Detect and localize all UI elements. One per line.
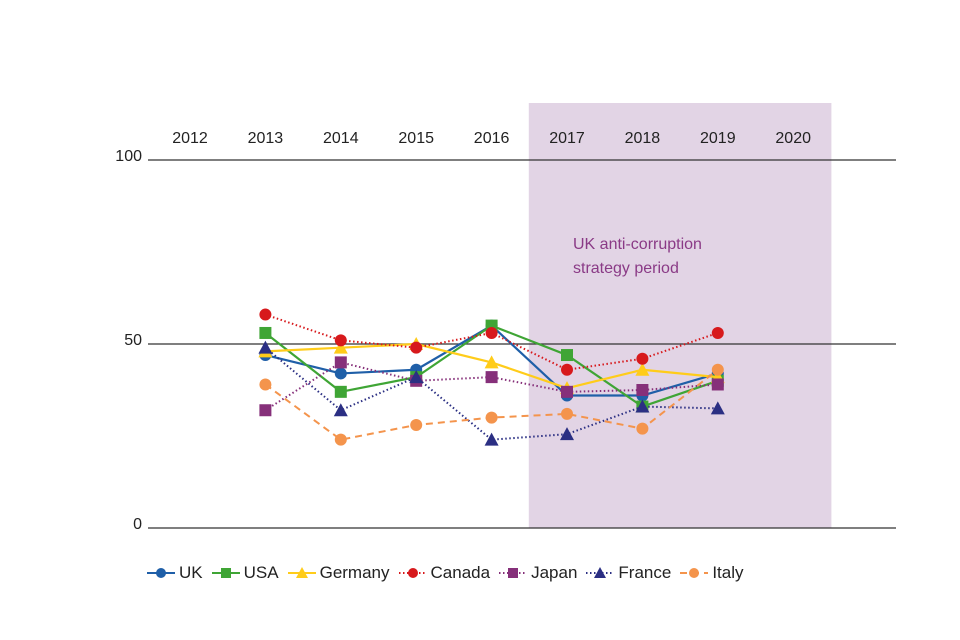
legend-swatch-icon [680, 568, 709, 578]
y-tick-label: 100 [115, 148, 142, 165]
data-point-canada-2016 [485, 326, 498, 339]
data-point-japan-2013 [259, 404, 272, 417]
data-point-usa-2014 [334, 385, 347, 398]
strategy-period-label-line-1: UK anti-corruption [573, 236, 702, 253]
data-point-italy-2016 [485, 411, 498, 424]
data-point-italy-2019 [711, 363, 724, 376]
data-point-germany-2016 [484, 355, 499, 369]
series-italy [259, 363, 724, 446]
legend-marker-icon [156, 568, 166, 578]
series-canada [259, 308, 724, 376]
legend-marker-icon [594, 567, 607, 578]
data-point-canada-2013 [259, 308, 272, 321]
legend-swatch-icon [287, 567, 316, 578]
legend-swatch-icon [147, 568, 175, 578]
data-point-france-2016 [484, 432, 499, 446]
legend-item-germany: Germany [287, 563, 390, 583]
data-point-canada-2018 [636, 352, 649, 365]
legend-label: Italy [712, 563, 744, 582]
legend-label: Japan [531, 563, 578, 582]
strategy-period-label-line-2: strategy period [573, 260, 679, 277]
x-tick-label: 2017 [549, 130, 585, 147]
legend-label: Germany [319, 563, 390, 582]
data-point-usa-2013 [259, 326, 272, 339]
data-point-japan-2016 [485, 371, 498, 384]
data-point-italy-2017 [561, 407, 573, 420]
x-tick-label: 2012 [172, 130, 208, 147]
data-point-france-2017 [560, 427, 574, 441]
chart-legend: UK USA Germany Canada Japan France Italy [146, 560, 752, 586]
data-point-italy-2014 [334, 433, 347, 446]
legend-label: USA [243, 563, 279, 582]
strategy-period-shading [528, 103, 832, 528]
data-point-canada-2015 [410, 341, 423, 354]
data-point-france-2015 [409, 370, 424, 384]
x-tick-label: 2015 [398, 130, 434, 147]
legend-label: France [618, 563, 672, 582]
data-point-japan-2019 [711, 378, 724, 391]
x-tick-label: 2014 [323, 130, 359, 147]
data-point-germany-2018 [635, 362, 650, 376]
data-point-japan-2014 [334, 356, 347, 369]
legend-marker-icon [689, 568, 700, 578]
x-tick-label: 2016 [474, 130, 510, 147]
legend-marker-icon [407, 568, 418, 578]
legend-swatch-icon [499, 568, 528, 578]
y-tick-label: 0 [133, 516, 142, 533]
x-tick-label: 2013 [248, 130, 284, 147]
x-tick-label: 2018 [625, 130, 661, 147]
legend-item-usa: USA [211, 563, 279, 583]
series-japan [259, 356, 724, 417]
legend-swatch-icon [211, 568, 240, 578]
legend-marker-icon [295, 567, 308, 578]
data-point-france-2019 [710, 401, 725, 415]
legend-marker-icon [508, 568, 519, 578]
y-tick-label: 50 [124, 332, 142, 349]
data-point-japan-2017 [561, 385, 573, 398]
legend-label: UK [179, 563, 203, 582]
data-point-italy-2018 [636, 422, 649, 435]
legend-item-japan: Japan [498, 563, 577, 583]
legend-item-france: France [585, 563, 671, 583]
data-point-japan-2018 [636, 384, 649, 396]
legend-swatch-icon [398, 568, 427, 578]
data-point-canada-2019 [711, 326, 724, 339]
data-point-france-2018 [635, 399, 650, 413]
legend-item-uk: UK [146, 563, 203, 583]
legend-swatch-icon [586, 567, 615, 578]
data-point-italy-2015 [410, 418, 423, 431]
legend-item-canada: Canada [398, 563, 491, 583]
data-point-italy-2013 [259, 378, 272, 391]
x-tick-label: 2020 [775, 130, 811, 147]
data-point-canada-2017 [561, 363, 573, 376]
legend-marker-icon [220, 568, 231, 578]
x-tick-label: 2019 [700, 130, 736, 147]
data-point-germany-2014 [333, 340, 348, 354]
data-point-usa-2017 [561, 349, 573, 362]
line-chart: 0 50 100 2012 2013 2014 2015 2016 2017 2018 2019 2… [115, 103, 896, 533]
legend-item-italy: Italy [679, 563, 744, 583]
data-point-uk-2014 [334, 367, 347, 380]
data-point-canada-2014 [334, 334, 347, 347]
data-point-france-2014 [333, 403, 348, 417]
data-point-france-2013 [258, 340, 273, 354]
series-france [258, 340, 725, 446]
legend-label: Canada [430, 563, 491, 582]
